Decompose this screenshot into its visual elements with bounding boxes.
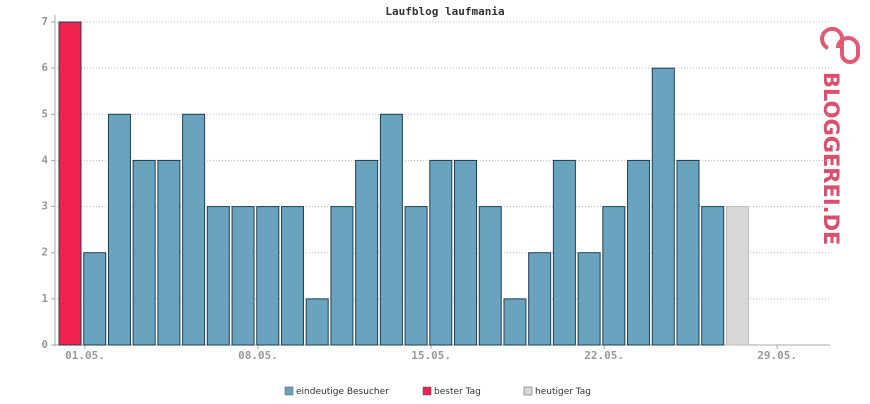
- bar: [701, 206, 725, 346]
- bar: [627, 159, 651, 346]
- y-tick-label: 6: [41, 61, 48, 74]
- x-tick-label: 01.05.: [65, 349, 105, 362]
- y-tick-label: 4: [41, 153, 48, 166]
- bar: [231, 206, 255, 346]
- bar: [602, 206, 626, 346]
- bar: [157, 159, 181, 346]
- legend-swatch: [284, 386, 294, 396]
- bar: [182, 113, 206, 346]
- bar: [651, 67, 675, 346]
- bar: [206, 206, 230, 346]
- x-tick-label: 08.05.: [238, 349, 278, 362]
- y-tick-label: 0: [41, 338, 48, 351]
- legend-swatch: [422, 386, 432, 396]
- x-tick-label: 22.05.: [584, 349, 624, 362]
- bar: [58, 21, 82, 346]
- bar: [330, 206, 354, 346]
- bar: [107, 113, 131, 346]
- bar: [429, 159, 453, 346]
- logo: BLOGGEREI.DE: [819, 26, 860, 245]
- y-tick-label: 2: [41, 246, 48, 259]
- x-tick-label: 15.05.: [411, 349, 451, 362]
- legend-label: heutiger Tag: [535, 387, 591, 397]
- bar: [454, 159, 478, 346]
- legend-label: eindeutige Besucher: [296, 387, 389, 397]
- y-tick-label: 5: [41, 107, 48, 120]
- y-tick-label: 7: [41, 15, 48, 28]
- bar: [280, 206, 304, 346]
- bar: [577, 252, 601, 346]
- y-tick-label: 1: [41, 292, 48, 305]
- legend-label: bester Tag: [434, 387, 481, 397]
- legend-swatch: [523, 386, 533, 396]
- bar: [379, 113, 403, 346]
- bar: [132, 159, 156, 346]
- logo-icon: [820, 26, 860, 64]
- bar: [528, 252, 552, 346]
- bar: [725, 206, 749, 346]
- bar: [404, 206, 428, 346]
- bar: [503, 298, 527, 346]
- y-tick-label: 3: [41, 200, 48, 213]
- bar: [478, 206, 502, 346]
- logo-text: BLOGGEREI.DE: [819, 72, 843, 245]
- chart-title: Laufblog laufmania: [385, 5, 504, 18]
- bar: [552, 159, 576, 346]
- bar: [305, 298, 329, 346]
- bar: [256, 206, 280, 346]
- bar: [676, 159, 700, 346]
- x-tick-label: 29.05.: [757, 349, 797, 362]
- bar: [83, 252, 107, 346]
- bar: [355, 159, 379, 346]
